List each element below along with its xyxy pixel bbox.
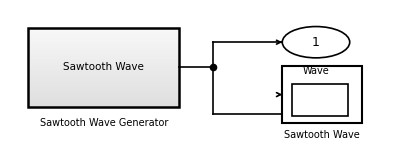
Text: 1: 1 [312, 36, 320, 49]
Bar [29, 32, 179, 34]
Bar [29, 36, 179, 38]
Bar [29, 40, 179, 42]
Bar [29, 46, 179, 48]
Bar [29, 34, 179, 36]
Bar [29, 54, 179, 56]
Bar [29, 65, 179, 67]
Bar [29, 79, 179, 81]
Text: Sawtooth Wave: Sawtooth Wave [63, 62, 144, 72]
Bar [29, 87, 179, 89]
Bar [29, 67, 179, 69]
Bar [29, 85, 179, 87]
Text: Sawtooth Wave: Sawtooth Wave [284, 130, 360, 140]
Bar [29, 77, 179, 79]
Bar [29, 28, 179, 30]
Bar [29, 83, 179, 85]
Bar [29, 93, 179, 95]
Bar [29, 91, 179, 93]
Bar [29, 61, 179, 63]
Bar [29, 71, 179, 73]
Bar [29, 103, 179, 105]
Bar [29, 30, 179, 32]
Bar [29, 50, 179, 52]
Text: Wave: Wave [302, 66, 330, 76]
Bar [29, 69, 179, 71]
Bar [29, 42, 179, 44]
Bar [29, 28, 179, 107]
Bar [29, 48, 179, 50]
Bar [282, 66, 362, 123]
Bar [29, 89, 179, 91]
Bar [29, 52, 179, 54]
Bar [29, 73, 179, 75]
Bar [29, 56, 179, 58]
Bar [29, 105, 179, 107]
Bar [29, 44, 179, 46]
Bar [29, 99, 179, 101]
Bar [29, 81, 179, 83]
Bar [29, 101, 179, 103]
Ellipse shape [282, 27, 350, 58]
Text: Sawtooth Wave Generator: Sawtooth Wave Generator [40, 118, 168, 128]
Bar [29, 95, 179, 97]
Bar [29, 97, 179, 99]
Bar [29, 59, 179, 61]
Bar [29, 63, 179, 65]
Bar [29, 58, 179, 59]
Bar [29, 75, 179, 77]
Bar [292, 84, 348, 116]
Bar [29, 38, 179, 40]
